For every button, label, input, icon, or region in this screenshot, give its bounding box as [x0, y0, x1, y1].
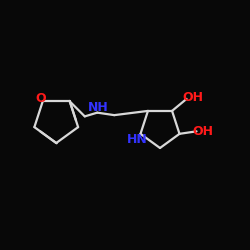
Text: O: O: [36, 92, 46, 106]
Text: OH: OH: [182, 92, 203, 104]
Text: NH: NH: [88, 101, 109, 114]
Text: HN: HN: [127, 133, 148, 146]
Text: OH: OH: [192, 125, 213, 138]
